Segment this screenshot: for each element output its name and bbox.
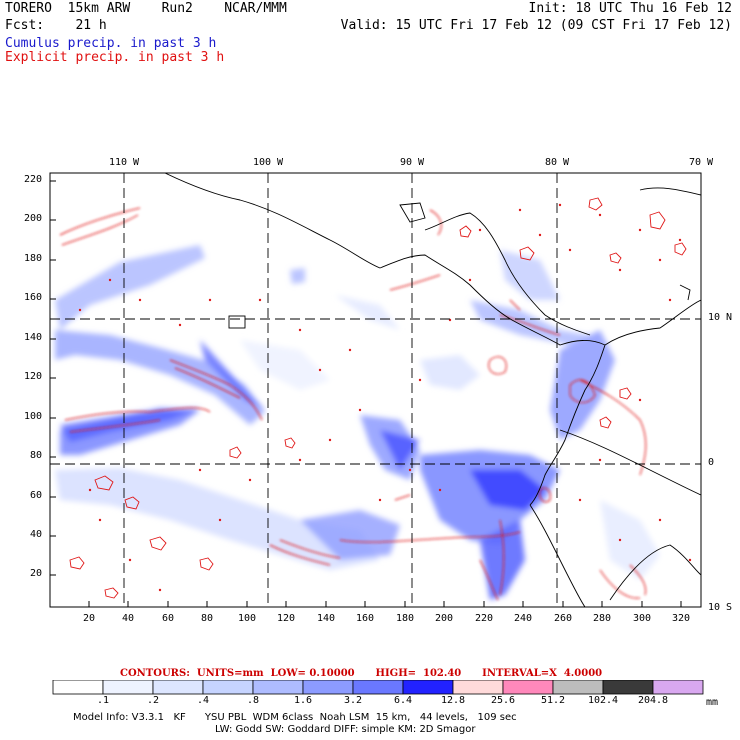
- x-tick: 140: [316, 613, 336, 624]
- box-marker: [228, 315, 246, 329]
- y-tick: 200: [24, 213, 43, 224]
- x-tick: 300: [632, 613, 652, 624]
- lat-label: 10 S: [708, 602, 733, 613]
- x-tick: 260: [553, 613, 573, 624]
- cumulus-precip-field: [55, 245, 660, 600]
- x-tick: 280: [592, 613, 612, 624]
- map-frame: [49, 172, 702, 608]
- lon-label: 70 W: [688, 157, 714, 168]
- colorbar-unit: mm: [706, 697, 719, 708]
- contours-info: CONTOURS: UNITS=mm LOW= 0.10000 HIGH= 10…: [120, 668, 603, 679]
- colorbar-swatch: [502, 680, 554, 695]
- header-line1: TORERO 15km ARW Run2 NCAR/MMM: [5, 2, 287, 16]
- lat-lon-grid: [50, 173, 701, 607]
- colorbar-swatch: [652, 680, 704, 695]
- x-tick: 60: [161, 613, 175, 624]
- lon-label: 80 W: [544, 157, 570, 168]
- colorbar-swatch: [152, 680, 204, 695]
- colorbar-swatch: [352, 680, 404, 695]
- model-info: Model Info: V3.3.1 KF YSU PBL WDM 6class…: [73, 712, 517, 723]
- model-resolution: 15km ARW: [67, 1, 131, 16]
- x-tick: 20: [82, 613, 96, 624]
- colorbar-label: .8: [246, 695, 260, 706]
- x-tick: 80: [200, 613, 214, 624]
- y-tick: 220: [24, 174, 43, 185]
- y-tick: 40: [30, 529, 43, 540]
- y-axis-ticks: [50, 180, 56, 576]
- init-time: Init: 18 UTC Thu 16 Feb 12: [528, 1, 733, 16]
- coastlines: [164, 173, 701, 607]
- colorbar-swatch: [552, 680, 604, 695]
- colorbar-label: 1.6: [293, 695, 313, 706]
- lon-label: 110 W: [108, 157, 140, 168]
- y-tick: 20: [30, 568, 43, 579]
- x-tick: 100: [237, 613, 257, 624]
- lat-label: 0: [708, 457, 715, 468]
- colorbar-swatch: [252, 680, 304, 695]
- lon-label: 100 W: [252, 157, 284, 168]
- colorbar: [52, 680, 704, 695]
- explicit-precip-cells: [69, 197, 687, 599]
- colorbar-label: 25.6: [490, 695, 516, 706]
- colorbar-label: 102.4: [587, 695, 619, 706]
- x-axis-ticks: [88, 601, 682, 607]
- colorbar-label: 51.2: [540, 695, 566, 706]
- colorbar-swatches: [52, 680, 704, 695]
- y-tick: 180: [24, 253, 43, 264]
- cumulus-legend: Cumulus precip. in past 3 h: [5, 36, 217, 51]
- explicit-precip-contours: [59, 207, 647, 601]
- org-label: NCAR/MMM: [224, 1, 287, 16]
- fcst-label: Fcst:: [5, 18, 45, 33]
- colorbar-swatch: [602, 680, 654, 695]
- lat-label: 10 N: [708, 312, 733, 323]
- y-tick: 100: [24, 411, 43, 422]
- colorbar-swatch: [402, 680, 454, 695]
- colorbar-label: 204.8: [637, 695, 669, 706]
- y-tick: 140: [24, 332, 43, 343]
- lon-label: 90 W: [399, 157, 425, 168]
- model-name: TORERO: [5, 1, 52, 16]
- colorbar-swatch: [202, 680, 254, 695]
- forecast-hour: Fcst: 21 h: [5, 19, 107, 33]
- colorbar-label: .1: [96, 695, 110, 706]
- colorbar-label: .4: [196, 695, 210, 706]
- x-tick: 320: [671, 613, 691, 624]
- model-physics: LW: Godd SW: Goddard DIFF: simple KM: 2D…: [215, 724, 476, 735]
- colorbar-label: 3.2: [343, 695, 363, 706]
- colorbar-swatch: [452, 680, 504, 695]
- colorbar-label: 6.4: [393, 695, 413, 706]
- colorbar-swatch: [302, 680, 354, 695]
- explicit-precip-dots: [78, 203, 692, 592]
- y-tick: 160: [24, 292, 43, 303]
- x-tick: 160: [355, 613, 375, 624]
- x-tick: 120: [276, 613, 296, 624]
- colorbar-label: 12.8: [440, 695, 466, 706]
- x-tick: 200: [434, 613, 454, 624]
- explicit-legend: Explicit precip. in past 3 h: [5, 50, 225, 65]
- x-tick: 240: [513, 613, 533, 624]
- colorbar-swatch: [52, 680, 104, 695]
- run-label: Run2: [161, 1, 193, 16]
- x-tick: 40: [121, 613, 135, 624]
- fcst-value: 21 h: [75, 18, 107, 33]
- colorbar-swatch: [102, 680, 154, 695]
- y-tick: 80: [30, 450, 43, 461]
- y-tick: 60: [30, 490, 43, 501]
- x-tick: 220: [474, 613, 494, 624]
- colorbar-label: .2: [146, 695, 160, 706]
- x-tick: 180: [395, 613, 415, 624]
- y-tick: 120: [24, 371, 43, 382]
- valid-time: Valid: 15 UTC Fri 17 Feb 12 (09 CST Fri …: [340, 18, 732, 33]
